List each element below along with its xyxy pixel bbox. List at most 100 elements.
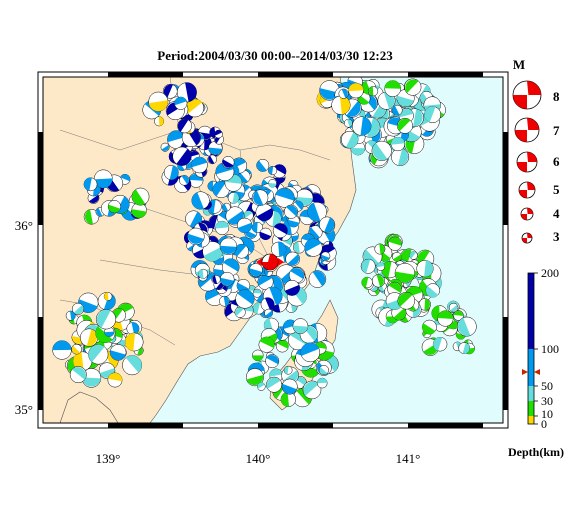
lon-tick-139: 139° xyxy=(96,451,121,466)
focal-mechanism xyxy=(83,209,100,225)
focal-mechanism xyxy=(131,202,147,219)
focal-mechanism xyxy=(404,78,422,96)
focal-mechanism xyxy=(80,328,99,347)
depth-unit-label: Depth(km) xyxy=(508,445,564,459)
depth-label-0: 0 xyxy=(541,417,547,431)
depth-marker-right xyxy=(534,369,540,375)
focal-mechanism xyxy=(304,238,323,257)
focal-mechanism xyxy=(268,165,278,176)
focal-mechanism xyxy=(458,342,471,354)
focal-mechanism xyxy=(131,187,150,206)
focal-mechanism xyxy=(107,372,123,388)
focal-mechanism xyxy=(390,136,406,152)
magnitude-beachballs xyxy=(512,80,542,244)
focal-mechanism xyxy=(172,146,192,166)
focal-mechanism xyxy=(107,200,121,214)
focal-mechanism xyxy=(371,274,385,288)
focal-mechanism xyxy=(251,189,269,206)
focal-mechanism xyxy=(448,302,459,313)
focal-mechanism xyxy=(211,274,221,285)
focal-mechanism xyxy=(348,82,364,99)
focal-mechanism xyxy=(307,202,327,222)
focal-mechanism xyxy=(221,156,235,169)
depth-marker-left xyxy=(522,369,528,375)
focal-mechanism xyxy=(302,380,322,400)
focal-mechanism xyxy=(122,355,143,376)
focal-mechanism xyxy=(256,158,270,172)
mag-label-5: 5 xyxy=(553,182,560,197)
focal-mechanism xyxy=(271,241,287,257)
map-frame xyxy=(37,71,509,429)
focal-mechanism xyxy=(319,216,336,233)
depth-label-200: 200 xyxy=(541,266,559,280)
focal-mechanism xyxy=(104,326,115,337)
focal-mechanism xyxy=(352,116,372,136)
focal-mechanism xyxy=(308,270,327,288)
focal-mechanism xyxy=(424,106,442,124)
focal-mechanism xyxy=(160,142,170,152)
focal-mechanism xyxy=(245,368,264,387)
focal-mechanism xyxy=(292,318,309,334)
focal-mechanism xyxy=(234,243,249,259)
focal-mechanism xyxy=(292,241,306,254)
focal-mechanism xyxy=(69,366,87,384)
focal-mechanism xyxy=(318,365,329,376)
focal-mechanism xyxy=(341,130,359,149)
focal-mechanism xyxy=(360,258,376,274)
focal-mechanism xyxy=(163,165,179,180)
focal-mechanism xyxy=(88,344,109,365)
focal-mechanism xyxy=(268,179,277,188)
mag-label-7: 7 xyxy=(553,123,560,138)
focal-mechanism xyxy=(409,251,418,260)
focal-mechanism xyxy=(384,80,402,97)
focal-mechanism xyxy=(255,203,274,222)
focal-mechanism xyxy=(387,281,402,297)
focal-mechanism xyxy=(71,302,85,315)
lon-tick-140: 140° xyxy=(246,451,271,466)
focal-mechanism xyxy=(422,319,437,335)
focal-mechanism xyxy=(109,344,127,361)
main-event xyxy=(256,253,284,271)
focal-mechanism xyxy=(221,202,231,212)
mag-beachball-7 xyxy=(514,117,540,143)
izu-peninsula xyxy=(59,391,119,423)
focal-mechanism xyxy=(284,204,299,219)
focal-mechanism xyxy=(219,271,235,287)
focal-mechanism xyxy=(95,309,117,330)
focal-mechanism xyxy=(418,298,431,311)
focal-mechanism xyxy=(391,104,403,116)
focal-mechanism xyxy=(187,227,205,246)
focal-mechanism xyxy=(215,220,230,235)
focal-mechanism xyxy=(124,332,144,352)
focal-mechanism xyxy=(154,116,165,127)
mag-label-3: 3 xyxy=(553,229,560,244)
focal-mechanism xyxy=(376,262,386,271)
focal-mechanism xyxy=(71,343,82,355)
focal-mechanisms xyxy=(52,77,477,408)
focal-mechanism xyxy=(235,289,255,309)
focal-mechanism xyxy=(249,263,263,277)
focal-mechanism xyxy=(252,288,262,298)
mag-beachball-6 xyxy=(516,151,538,173)
focal-mechanism xyxy=(174,96,188,110)
mag-label-8: 8 xyxy=(553,89,560,104)
focal-mechanism xyxy=(397,291,416,310)
focal-mechanism xyxy=(280,391,296,407)
mag-beachball-3 xyxy=(521,232,533,244)
focal-mechanism xyxy=(207,154,217,165)
lat-tick-labels: 36° 35° xyxy=(15,218,33,417)
focal-mechanism xyxy=(236,217,253,234)
focal-mechanism xyxy=(374,243,386,255)
focal-mechanism xyxy=(285,251,301,267)
focal-mechanism xyxy=(214,129,223,139)
focal-mechanism xyxy=(167,130,186,149)
depth-label-10: 10 xyxy=(541,407,553,421)
focal-mechanism xyxy=(284,279,300,296)
focal-mechanism xyxy=(243,210,254,221)
focal-mechanism xyxy=(391,148,410,166)
focal-mechanism xyxy=(453,310,464,321)
focal-mechanism xyxy=(65,310,76,321)
focal-mechanism xyxy=(162,83,178,99)
focal-mechanism xyxy=(320,251,331,262)
